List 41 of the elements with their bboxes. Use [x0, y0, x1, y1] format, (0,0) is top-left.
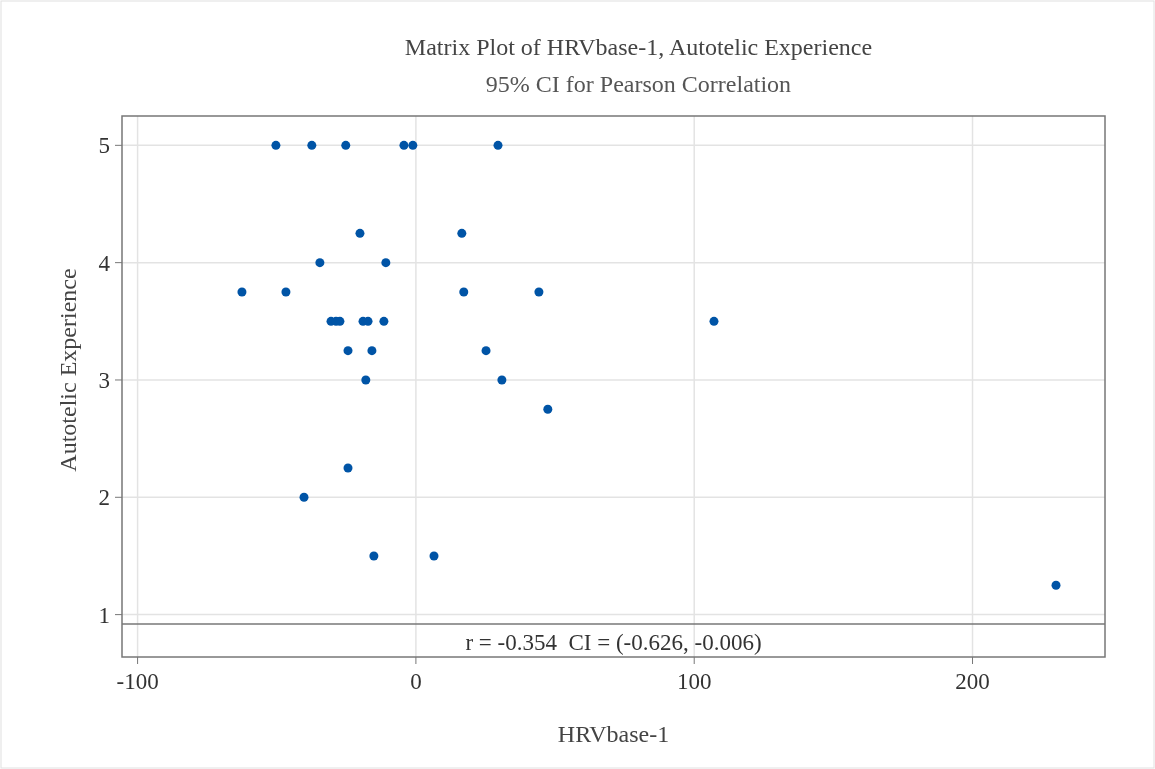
x-tick-label: 100	[676, 669, 712, 694]
point	[361, 375, 371, 385]
point	[381, 258, 391, 268]
point	[493, 140, 503, 150]
point	[709, 316, 719, 326]
point	[481, 346, 491, 356]
x-axis-title: HRVbase-1	[557, 721, 670, 747]
point	[271, 140, 281, 150]
point	[281, 287, 291, 297]
point	[237, 287, 247, 297]
point	[299, 492, 309, 502]
y-tick-label: 5	[98, 133, 110, 159]
x-tick-label: -100	[116, 669, 159, 694]
point	[341, 140, 351, 150]
y-tick-label: 1	[98, 602, 110, 628]
point	[343, 346, 353, 356]
point	[367, 346, 377, 356]
point	[315, 258, 325, 268]
y-axis-title: Autotelic Experience	[55, 268, 81, 472]
y-tick-label: 2	[98, 485, 110, 511]
point	[369, 551, 379, 561]
point	[543, 404, 553, 414]
text: r = -0.354 CI = (-0.626, -0.006)	[465, 630, 762, 655]
x-tick-label: 200	[955, 669, 990, 694]
point	[1051, 580, 1061, 590]
point	[497, 375, 507, 385]
point	[429, 551, 439, 561]
point	[379, 316, 389, 326]
point	[307, 140, 317, 150]
chart-subtitle: 95% CI for Pearson Correlation	[485, 71, 792, 97]
x-tick-label: 0	[410, 669, 422, 694]
point	[534, 287, 544, 297]
point	[355, 228, 365, 238]
point	[457, 228, 467, 238]
chart-title: Matrix Plot of HRVbase-1, Autotelic Experience	[404, 34, 873, 60]
point	[459, 287, 469, 297]
point	[399, 140, 409, 150]
point	[343, 463, 353, 473]
y-tick-label: 4	[98, 250, 111, 276]
point	[408, 140, 418, 150]
y-tick-label: 3	[98, 367, 110, 393]
